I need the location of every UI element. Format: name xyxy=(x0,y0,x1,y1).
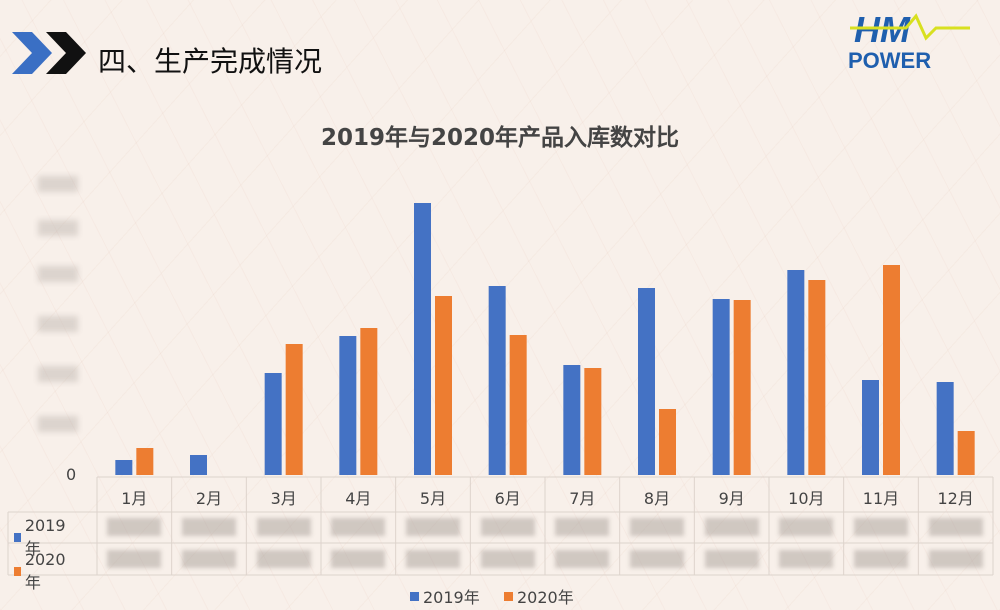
bar-2020年-11月 xyxy=(883,265,900,475)
table-value-blurred xyxy=(630,518,684,536)
legend-swatch-2020 xyxy=(14,567,21,576)
hm-power-logo: HM POWER xyxy=(848,9,970,70)
bar-2020年-5月 xyxy=(435,296,452,475)
table-value-blurred xyxy=(704,518,759,536)
bar-2019年-1月 xyxy=(115,460,133,475)
x-tick-label: 6月 xyxy=(494,489,521,508)
legend-label: 2019年 xyxy=(423,588,480,607)
table-value-blurred xyxy=(182,550,236,568)
chart-title: 2019年与2020年产品入库数对比 xyxy=(320,125,680,151)
table-value-blurred xyxy=(928,550,983,568)
y-tick-label: 0 xyxy=(66,465,77,484)
table-value-blurred xyxy=(854,550,908,568)
bar-2020年-3月 xyxy=(285,344,303,475)
bar-2020年-6月 xyxy=(509,335,527,475)
x-tick-label: 1月 xyxy=(121,489,148,508)
table-value-blurred xyxy=(928,518,983,536)
bar-2020年-9月 xyxy=(733,300,751,475)
y-tick-label-blurred xyxy=(38,220,78,236)
series-name: 2020年 xyxy=(24,550,66,592)
x-tick-label: 8月 xyxy=(643,489,671,508)
table-value-blurred xyxy=(182,518,236,536)
table-value-blurred xyxy=(256,550,311,568)
x-tick-label: 10月 xyxy=(788,489,825,508)
table-value-blurred xyxy=(555,518,610,536)
y-tick-label-blurred xyxy=(38,316,78,332)
x-tick-label: 11月 xyxy=(862,489,900,508)
bar-2020年-7月 xyxy=(584,368,602,475)
table-value-blurred xyxy=(630,550,684,568)
bar-2019年-9月 xyxy=(712,299,730,475)
table-value-blurred xyxy=(779,550,834,568)
x-tick-label: 12月 xyxy=(937,489,974,508)
bar-2020年-8月 xyxy=(659,409,676,475)
bar-2019年-7月 xyxy=(563,365,581,475)
chevron-double-icon xyxy=(12,32,86,74)
table-value-blurred xyxy=(406,518,460,536)
y-tick-label-blurred xyxy=(38,416,78,432)
table-value-blurred xyxy=(107,518,162,536)
table-value-blurred xyxy=(331,550,386,568)
legend-swatch xyxy=(504,591,513,601)
legend-item-2019: 2019年 xyxy=(410,584,480,608)
legend-swatch xyxy=(410,591,419,601)
table-value-blurred xyxy=(256,518,311,536)
x-tick-label: 5月 xyxy=(419,489,447,508)
bar-2019年-5月 xyxy=(414,203,431,475)
x-tick-label: 4月 xyxy=(345,489,372,508)
table-value-blurred xyxy=(854,518,908,536)
series-name: 2019年 xyxy=(24,516,66,558)
bar-2019年-6月 xyxy=(488,286,506,475)
bar-2020年-1月 xyxy=(136,448,154,475)
bar-2019年-12月 xyxy=(936,382,954,475)
table-value-blurred xyxy=(480,518,535,536)
table-value-blurred xyxy=(406,550,460,568)
bar-2019年-10月 xyxy=(787,270,805,475)
legend-label: 2020年 xyxy=(517,588,574,607)
legend-swatch-2019 xyxy=(14,533,21,542)
bar-2020年-10月 xyxy=(808,280,826,475)
bar-2019年-11月 xyxy=(862,380,879,475)
x-tick-label: 7月 xyxy=(569,489,596,508)
table-value-blurred xyxy=(555,550,610,568)
svg-text:POWER: POWER xyxy=(848,48,931,70)
bar-2019年-3月 xyxy=(264,373,282,475)
y-tick-label-blurred xyxy=(38,266,78,282)
bar-2020年-12月 xyxy=(957,431,975,475)
table-value-blurred xyxy=(107,550,162,568)
slide-title: 四、生产完成情况 xyxy=(98,45,323,78)
bar-2019年-8月 xyxy=(638,288,655,475)
y-tick-label-blurred xyxy=(38,176,78,192)
bar-2020年-4月 xyxy=(360,328,378,475)
x-tick-label: 3月 xyxy=(270,489,297,508)
legend-item-2020: 2020年 xyxy=(504,584,574,608)
x-tick-label: 2月 xyxy=(195,489,223,508)
x-tick-label: 9月 xyxy=(718,489,745,508)
bar-2019年-4月 xyxy=(339,336,357,475)
table-value-blurred xyxy=(331,518,386,536)
table-value-blurred xyxy=(480,550,535,568)
y-tick-label-blurred xyxy=(38,366,78,382)
table-value-blurred xyxy=(779,518,834,536)
table-row-label-2019: 2019年 xyxy=(14,516,68,559)
table-value-blurred xyxy=(704,550,759,568)
bar-2019年-2月 xyxy=(190,455,207,475)
table-row-label-2020: 2020年 xyxy=(14,550,68,593)
